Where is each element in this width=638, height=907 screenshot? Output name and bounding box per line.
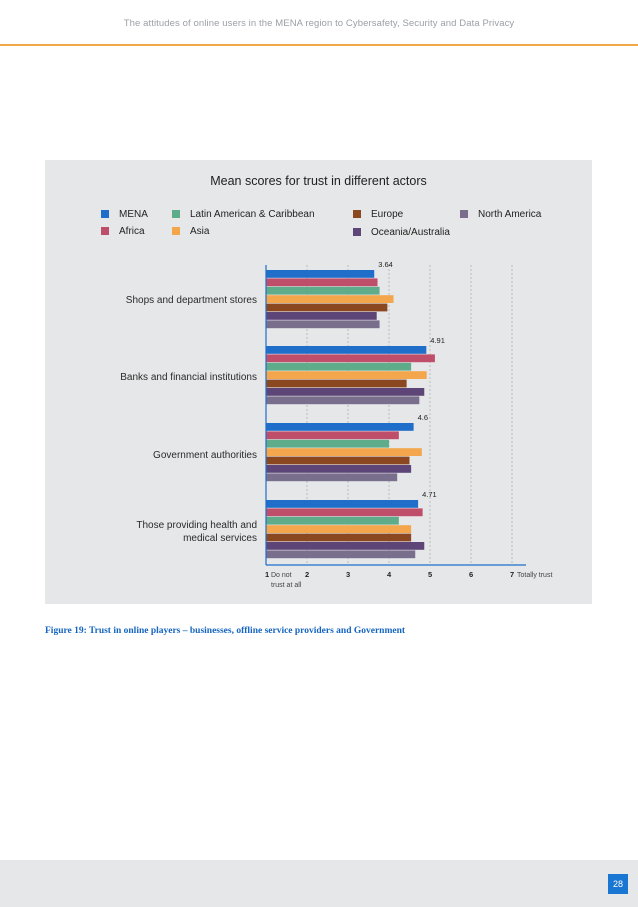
bar-2-4 bbox=[266, 456, 410, 465]
bar-0-0 bbox=[266, 270, 375, 278]
bar-2-3 bbox=[266, 448, 422, 456]
bar-2-2 bbox=[266, 439, 389, 448]
legend-swatch-north-america bbox=[460, 210, 468, 218]
bar-3-1 bbox=[266, 508, 423, 517]
legend-swatch-asia bbox=[172, 227, 180, 235]
page-number: 28 bbox=[608, 874, 628, 894]
chart-panel: Mean scores for trust in different actor… bbox=[45, 160, 592, 604]
bar-0-6 bbox=[266, 320, 380, 329]
bar-plot: 3.64 4.91 4.6 4.71 1 2 3 4 5 6 7 Do not trust at all… bbox=[265, 260, 552, 589]
tick-note-low-line2: trust at all bbox=[271, 582, 302, 589]
category-label-government: Government authorities bbox=[153, 450, 257, 461]
legend-swatch-europe bbox=[353, 210, 361, 218]
figure-caption: Figure 19: Trust in online players – bus… bbox=[45, 626, 406, 636]
bar-2-0 bbox=[266, 423, 414, 431]
legend-label-mena: MENA bbox=[119, 209, 148, 220]
page-header: The attitudes of online users in the MEN… bbox=[0, 0, 638, 46]
bar-1-2 bbox=[266, 362, 412, 371]
tick-label-5: 5 bbox=[428, 570, 432, 579]
legend-label-north-america: North America bbox=[478, 209, 542, 220]
bar-1-0 bbox=[266, 346, 427, 354]
bar-1-3 bbox=[266, 371, 427, 379]
tick-label-2: 2 bbox=[305, 570, 309, 579]
chart-title: Mean scores for trust in different actor… bbox=[210, 174, 427, 188]
tick-note-high: Totally trust bbox=[517, 572, 552, 579]
legend-swatch-africa bbox=[101, 227, 109, 235]
legend-swatch-mena bbox=[101, 210, 109, 218]
legend-label-europe: Europe bbox=[371, 209, 404, 220]
bar-3-3 bbox=[266, 525, 412, 533]
legend-swatch-oceania bbox=[353, 228, 361, 236]
bar-3-0 bbox=[266, 500, 419, 508]
legend-label-asia: Asia bbox=[190, 226, 210, 237]
bar-2-1 bbox=[266, 431, 399, 440]
bar-3-6 bbox=[266, 550, 416, 559]
bar-2-6 bbox=[266, 473, 398, 482]
bar-0-4 bbox=[266, 303, 388, 312]
category-label-banks: Banks and financial institutions bbox=[120, 372, 257, 383]
legend-label-africa: Africa bbox=[119, 226, 145, 237]
tick-label-6: 6 bbox=[469, 570, 473, 579]
bar-0-3 bbox=[266, 295, 394, 303]
tick-note-low-line1: Do not bbox=[271, 572, 292, 579]
bar-3-4 bbox=[266, 533, 412, 542]
bar-1-5 bbox=[266, 388, 425, 396]
bar-1-4 bbox=[266, 379, 407, 388]
bar-0-2 bbox=[266, 286, 380, 295]
data-label-2: 4.6 bbox=[418, 413, 428, 422]
tick-label-4: 4 bbox=[387, 570, 392, 579]
bar-3-5 bbox=[266, 542, 425, 550]
bar-2-5 bbox=[266, 465, 412, 473]
category-label-health: Those providing health and medical servi… bbox=[136, 520, 257, 544]
data-label-1: 4.91 bbox=[430, 336, 445, 345]
legend-swatch-latin-america bbox=[172, 210, 180, 218]
legend-label-oceania: Oceania/Australia bbox=[371, 227, 450, 238]
category-label-shops: Shops and department stores bbox=[125, 295, 257, 306]
bar-1-6 bbox=[266, 396, 420, 405]
tick-label-3: 3 bbox=[346, 570, 350, 579]
legend-label-latin-america: Latin American & Caribbean bbox=[190, 209, 315, 220]
header-title: The attitudes of online users in the MEN… bbox=[123, 18, 515, 29]
tick-label-1: 1 bbox=[265, 570, 269, 579]
data-label-0: 3.64 bbox=[378, 260, 393, 269]
bar-0-5 bbox=[266, 312, 377, 320]
bar-3-2 bbox=[266, 516, 399, 525]
bar-0-1 bbox=[266, 278, 378, 287]
bar-1-1 bbox=[266, 354, 435, 363]
data-label-3: 4.71 bbox=[422, 490, 437, 499]
page-footer: 28 bbox=[0, 860, 638, 907]
tick-label-7: 7 bbox=[510, 570, 514, 579]
